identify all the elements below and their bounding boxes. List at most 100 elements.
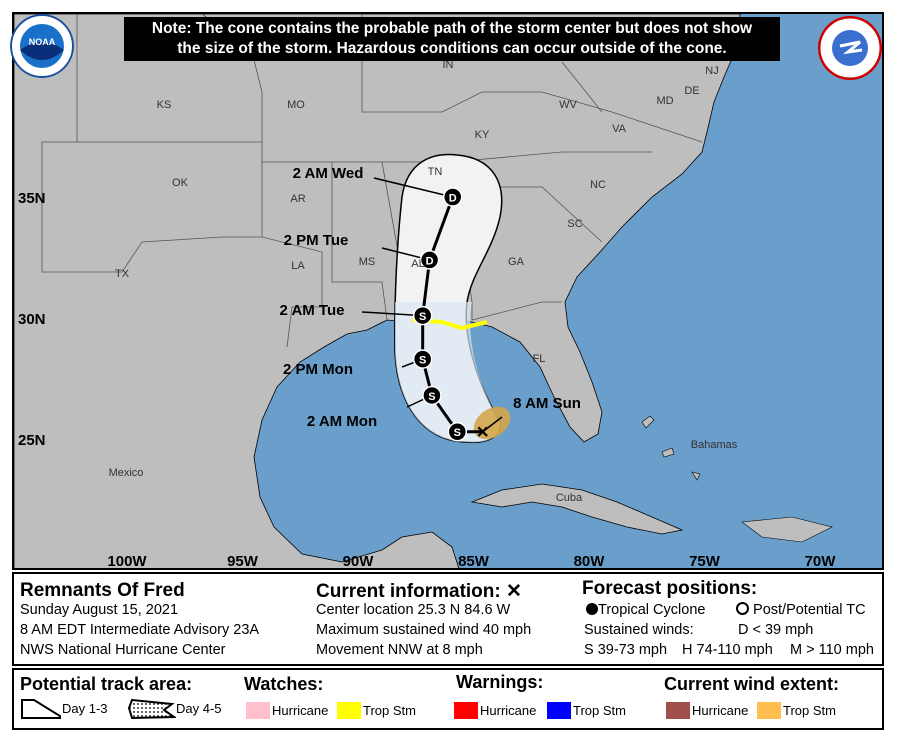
place-label: MD: [656, 95, 673, 107]
place-label: KS: [157, 99, 172, 111]
cone-disclaimer-note: Note: The cone contains the probable pat…: [124, 17, 780, 61]
place-label: SC: [567, 218, 582, 230]
land-cuba: [470, 483, 684, 535]
place-label: FL: [533, 353, 546, 365]
place-label: AL: [411, 258, 424, 270]
forecast-time-label: 2 AM Mon: [307, 413, 377, 430]
open-circle-icon: [736, 602, 749, 615]
note-line-2: the size of the storm. Hazardous conditi…: [177, 40, 727, 57]
storm-info-panel: Remnants Of Fred Sunday August 15, 2021 …: [12, 572, 884, 666]
forecast-point-marker: [412, 349, 433, 369]
movement: Movement NNW at 8 mph: [316, 642, 483, 658]
noaa-logo: NOAA: [10, 14, 74, 78]
current-info-title: Current information: ✕: [316, 580, 522, 603]
longitude-label: 100W: [107, 553, 147, 570]
day45-label: Day 4-5: [176, 701, 222, 716]
place-label: MO: [287, 99, 305, 111]
h-definition: H 74-110 mph: [682, 642, 773, 658]
place-label: WV: [559, 99, 577, 111]
hurricane-warning-label: Hurricane: [480, 703, 537, 718]
tc-label: Tropical Cyclone: [598, 602, 706, 618]
legend-panel: Potential track area: Day 1-3 Day 4-5 Wa…: [12, 668, 884, 730]
place-label: IN: [443, 59, 454, 71]
ts-watch-swatch: [337, 702, 361, 719]
forecast-point-symbol: D: [426, 255, 434, 267]
filled-circle-icon: [586, 603, 598, 615]
latitude-label: 35N: [18, 190, 46, 207]
forecast-point-marker: [412, 305, 433, 326]
wind-extent-title: Current wind extent:: [664, 674, 840, 694]
note-line-1: Note: The cone contains the probable pat…: [151, 20, 753, 37]
label-leader-line: [361, 311, 423, 317]
grid-labels: 35N 30N 25N 100W 95W 90W 85W 80W 75W 70W: [18, 190, 836, 570]
forecast-point-marker: [447, 421, 468, 442]
place-label: TX: [115, 268, 130, 280]
advisory-number: 8 AM EDT Intermediate Advisory 23A: [20, 622, 260, 638]
place-label: GA: [508, 256, 525, 268]
advisory-date: Sunday August 15, 2021: [20, 602, 179, 618]
place-labels: KS MO IN KY WV VA OK AR TN NC SC TX LA MS AL GA FL Mexico…: [109, 59, 738, 504]
sustained-winds-label: Sustained winds:: [584, 622, 694, 638]
hurricane-wind-label: Hurricane: [692, 703, 749, 718]
tc-legend: Tropical Cyclone: [586, 602, 705, 618]
label-leader-line: [482, 416, 503, 433]
forecast-point-symbol: D: [449, 193, 457, 205]
place-label: AR: [290, 193, 305, 205]
track-area-title: Potential track area:: [20, 674, 193, 694]
m-definition: M > 110 mph: [790, 642, 874, 658]
day13-label: Day 1-3: [62, 701, 108, 716]
forecast-point-marker: [422, 385, 442, 406]
s-definition: S 39-73 mph: [584, 642, 668, 658]
hurricane-wind-swatch: [666, 702, 690, 719]
noaa-logo-text: NOAA: [29, 37, 56, 47]
place-label: OK: [172, 177, 189, 189]
longitude-label: 95W: [227, 553, 259, 570]
hurricane-warning-swatch: [454, 702, 478, 719]
ts-warning-swatch: [547, 702, 571, 719]
forecast-track: 8 AM Sun ✕ S 2 AM Mon S 2 PM Mon S 2 AM Tue S 2 P…: [279, 165, 580, 442]
ts-watch-label: Trop Stm: [363, 703, 416, 718]
ts-wind-label: Trop Stm: [783, 703, 836, 718]
map: 8 AM Sun ✕ S 2 AM Mon S 2 PM Mon S 2 AM Tue S 2 P…: [12, 12, 884, 570]
place-label: KY: [475, 129, 490, 141]
max-wind: Maximum sustained wind 40 mph: [316, 622, 532, 638]
hurricane-watch-label: Hurricane: [272, 703, 329, 718]
hurricane-watch-swatch: [246, 702, 270, 719]
latitude-label: 30N: [18, 311, 46, 328]
ts-wind-swatch: [757, 702, 781, 719]
watches-title: Watches:: [244, 674, 324, 694]
warnings-title: Warnings:: [456, 672, 544, 692]
longitude-label: 90W: [343, 553, 375, 570]
longitude-label: 85W: [458, 553, 490, 570]
current-position-x-icon: ✕: [506, 581, 522, 602]
day13-cone-icon: [21, 699, 61, 719]
longitude-label: 80W: [574, 553, 606, 570]
latitude-label: 25N: [18, 432, 46, 449]
land-bahamas: [641, 415, 701, 481]
forecast-point-marker: [419, 250, 440, 270]
current-info-title-text: Current information:: [316, 581, 501, 602]
post-tc-legend: Post/Potential TC: [736, 602, 866, 618]
forecast-point-symbol: S: [454, 427, 461, 439]
place-label: Bahamas: [691, 439, 738, 451]
place-label: Mexico: [109, 467, 144, 479]
post-tc-label: Post/Potential TC: [753, 602, 866, 618]
map-svg: 8 AM Sun ✕ S 2 AM Mon S 2 PM Mon S 2 AM Tue S 2 P…: [14, 14, 882, 570]
current-position-x-icon: ✕: [476, 425, 489, 442]
forecast-point-symbol: S: [428, 391, 435, 403]
issuing-center: NWS National Hurricane Center: [20, 642, 226, 658]
place-label: Cuba: [556, 492, 583, 504]
place-label: TN: [428, 166, 443, 178]
place-label: VA: [612, 123, 627, 135]
ts-warning-label: Trop Stm: [573, 703, 626, 718]
nws-logo: [818, 16, 882, 80]
forecast-time-label: 2 AM Wed: [293, 165, 364, 182]
place-label: MS: [359, 256, 376, 268]
forecast-time-label: 2 PM Tue: [284, 232, 349, 249]
forecast-point-symbol: S: [419, 311, 426, 323]
forecast-point-marker: [442, 187, 463, 207]
label-leader-line: [373, 177, 453, 198]
storm-name: Remnants Of Fred: [20, 580, 185, 601]
d-definition: D < 39 mph: [738, 622, 814, 638]
forecast-time-label: 8 AM Sun: [513, 395, 581, 412]
